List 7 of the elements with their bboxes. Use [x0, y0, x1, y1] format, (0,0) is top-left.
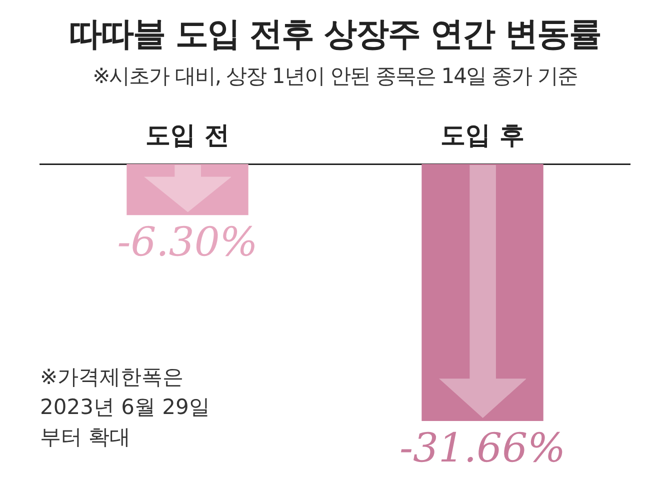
chart-subtitle: ※시초가 대비, 상장 1년이 안된 종목은 14일 종가 기준 [92, 63, 578, 90]
x-tick-label: 도입 후 [440, 120, 524, 150]
chart-title: 따따블 도입 전후 상장주 연간 변동률 [68, 13, 602, 55]
x-tick-label: 도입 전 [146, 120, 230, 150]
data-label: -31.66% [399, 425, 566, 472]
data-label: -6.30% [117, 220, 258, 266]
annotation: ※가격제한폭은 2023년 6월 29일부터 확대 [40, 364, 211, 451]
